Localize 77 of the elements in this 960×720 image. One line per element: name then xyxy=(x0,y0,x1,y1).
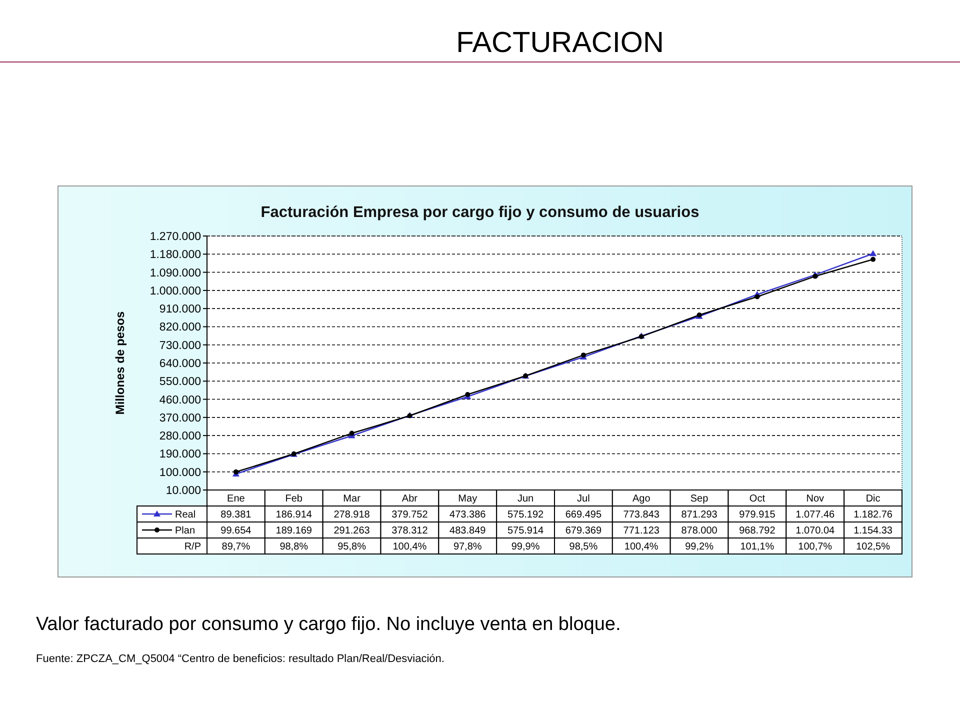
data-label: 575.914 xyxy=(507,526,544,536)
x-tick-label: Mar xyxy=(343,494,362,504)
data-label: 1.070.04 xyxy=(796,526,836,536)
data-label: 871.293 xyxy=(681,510,718,520)
text: 89,7% xyxy=(222,542,250,552)
data-label: 189.169 xyxy=(276,526,312,536)
x-tick-label: Jun xyxy=(517,494,534,504)
point xyxy=(349,430,354,436)
y-tick-label: 910.000 xyxy=(159,304,201,316)
x-tick-label: May xyxy=(458,494,478,504)
data-label: 669.495 xyxy=(565,510,602,520)
x-tick-label: Ago xyxy=(632,494,651,504)
y-tick-label: 1.090.000 xyxy=(150,267,201,280)
text: 100,7% xyxy=(798,542,832,552)
x-tick-label: Sep xyxy=(690,494,709,504)
y-tick-label: 460.000 xyxy=(159,394,201,406)
y-tick-label: 1.180.000 xyxy=(150,249,201,262)
y-tick-label: 550.000 xyxy=(159,376,201,388)
text: 98,5% xyxy=(569,542,598,552)
data-label: 378.312 xyxy=(392,526,428,536)
point xyxy=(465,392,470,397)
data-label: 771.123 xyxy=(623,526,660,536)
source-note: Fuente: ZPCZA_CM_Q5004 “Centro de beneficios: resultado Plan/Real/Desviación. xyxy=(36,653,444,665)
data-label: 379.752 xyxy=(392,510,428,520)
text: 102,5% xyxy=(856,542,890,552)
data-label: 878.000 xyxy=(681,526,718,536)
text: Valor facturado por consumo y cargo fijo. No incluye venta en bloque. xyxy=(36,614,621,635)
y-tick-label: 100.000 xyxy=(159,466,201,479)
text: 100,4% xyxy=(392,542,427,552)
y-tick-label: 10.000 xyxy=(166,485,201,498)
x-tick-label: Feb xyxy=(285,494,303,504)
text: R/P xyxy=(184,542,202,552)
data-label: 1.154.33 xyxy=(854,526,893,536)
x-tick-label: Dic xyxy=(866,494,880,504)
y-tick-label: 640.000 xyxy=(159,358,201,370)
data-label: 99.654 xyxy=(220,526,252,536)
y-tick-label: 820.000 xyxy=(159,322,201,334)
y-tick-label: 730.000 xyxy=(159,340,201,352)
text: 101,1% xyxy=(740,542,774,552)
text: 98,8% xyxy=(280,542,308,552)
chart-title: FACTURACION xyxy=(456,27,664,59)
data-label: 473.386 xyxy=(450,510,486,520)
data-label: 291.263 xyxy=(334,526,370,536)
text: 95,8% xyxy=(338,542,366,552)
data-label: 1.077.46 xyxy=(796,510,836,520)
y-tick-label: 1.270.000 xyxy=(150,231,201,244)
data-label: 968.792 xyxy=(739,526,776,536)
y-tick-label: 1.000.000 xyxy=(150,285,201,298)
data-label: 979.915 xyxy=(739,510,776,520)
text: 97,8% xyxy=(453,542,482,552)
data-label: 575.192 xyxy=(507,510,544,520)
text: 99,2% xyxy=(685,542,714,552)
x-tick-label: Nov xyxy=(806,494,824,504)
y-axis-title: Millones de pesos xyxy=(113,310,127,415)
x-tick-label: Ene xyxy=(227,494,246,504)
data-label: 679.369 xyxy=(565,526,602,536)
y-tick-label: 190.000 xyxy=(159,448,201,461)
text: 100,4% xyxy=(624,542,658,552)
data-label: 1.182.76 xyxy=(854,510,893,520)
data-label: 89.381 xyxy=(220,510,252,520)
data-label: 278.918 xyxy=(334,510,370,520)
point xyxy=(870,250,877,256)
y-tick-label: 370.000 xyxy=(159,412,201,424)
data-label: 483.849 xyxy=(450,526,486,536)
data-label: 773.843 xyxy=(623,510,660,520)
x-tick-label: Oct xyxy=(749,494,766,504)
x-tick-label: Jul xyxy=(577,494,590,504)
y-tick-label: 280.000 xyxy=(159,430,201,443)
point xyxy=(870,256,876,262)
legend-label: Real xyxy=(175,510,196,520)
chart-subtitle: Facturación Empresa por cargo fijo y consumo de usuarios xyxy=(260,204,700,221)
x-tick-label: Abr xyxy=(402,494,418,504)
text: 99,9% xyxy=(511,542,540,552)
legend-label: Plan xyxy=(175,526,196,536)
point xyxy=(812,274,818,279)
point xyxy=(754,294,760,300)
data-label: 186.914 xyxy=(276,510,312,520)
